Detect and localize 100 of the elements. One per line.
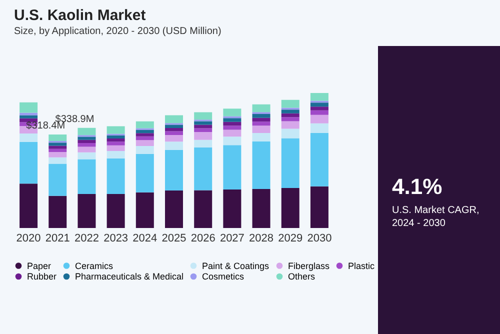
bar [223,108,242,116]
bar [78,140,96,143]
bar [281,100,300,108]
bar [48,142,67,146]
bar [194,124,212,128]
bar [165,115,183,124]
bar [194,128,212,132]
bar [136,140,154,146]
x-tick-label: 2028 [249,232,274,244]
bar [310,110,328,115]
chart-title: U.S. Kaolin Market [14,7,146,24]
bar [281,121,300,129]
bar [252,122,270,126]
x-tick-label: 2027 [220,232,244,244]
bar [165,150,183,190]
x-tick-label: 2029 [278,232,303,244]
legend-label: Paint & Coatings [202,260,270,271]
bar [194,140,212,148]
bar [136,154,154,192]
bar [136,136,154,140]
bar [106,145,125,152]
bar [48,196,67,228]
bar [194,190,212,228]
bar [20,134,38,142]
bar [194,112,212,120]
legend-label: Paper [27,260,52,271]
bar [20,115,38,118]
bar [165,128,183,132]
bar [20,112,38,116]
x-tick-label: 2023 [104,232,128,244]
bar [281,128,300,138]
bar [194,132,212,140]
bar [136,121,154,128]
bar [310,186,328,228]
text: 4.1% [392,174,442,199]
text: U.S. Market CAGR, 2024 - 2030 [392,205,480,229]
x-tick-label: 2026 [190,232,216,244]
bar [252,141,270,189]
bar [106,151,125,158]
bar [310,102,328,107]
bar [223,126,242,130]
bar [194,147,212,190]
legend-label: Rubber [27,272,57,282]
bar [106,142,125,146]
bar [281,110,300,114]
bar [223,190,242,228]
bar [165,134,183,142]
bar [78,152,96,160]
bar [78,142,96,147]
bar [20,102,38,113]
bar [165,142,183,150]
bar [48,148,67,152]
legend-label: Cosmetics [202,272,245,282]
bar [136,130,154,134]
bar [78,136,96,140]
bar [281,117,300,122]
x-tick-label: 2025 [162,232,186,244]
bar [310,93,328,101]
bar [223,122,242,126]
bar [281,138,300,188]
bar [165,124,183,128]
legend-label: Pharmaceuticals & Medical [75,272,184,282]
bar [136,146,154,154]
bar [106,126,125,134]
bar [252,126,270,133]
chart-subtitle: Size, by Application, 2020 - 2030 (USD Million) [14,26,222,37]
bar [223,130,242,137]
bar [48,152,67,158]
bar [48,157,67,164]
bar [310,106,328,110]
bar [310,132,328,186]
bar [78,128,96,136]
bar [281,113,300,118]
bar [223,136,242,146]
bar [136,133,154,136]
bar [48,164,67,196]
bar [281,188,300,228]
x-tick-label: 2022 [74,232,99,244]
bar [252,104,270,112]
bar [78,146,96,152]
x-tick-label: 2021 [45,232,70,244]
legend-label: Ceramics [75,260,114,271]
bar [223,145,242,190]
legend-label: Others [288,272,316,282]
bar [106,194,125,228]
bar [252,114,270,118]
bar [78,194,96,228]
bar [78,159,96,194]
bar [106,138,125,142]
bar [310,114,328,124]
bar [252,188,270,228]
bar [136,192,154,228]
x-tick-label: 2020 [16,232,41,244]
x-tick-label: 2024 [132,232,158,244]
bar [252,118,270,122]
bar [106,158,125,194]
bar [252,132,270,142]
legend-label: Fiberglass [288,260,330,271]
x-tick-label: 2030 [307,232,332,244]
bar [223,118,242,122]
